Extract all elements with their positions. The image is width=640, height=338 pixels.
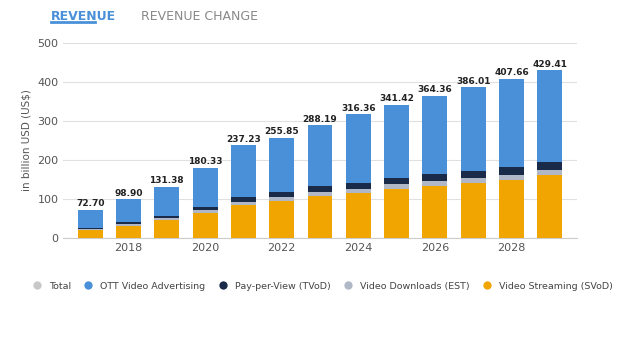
Bar (461, 183, 486, 238)
Bar (384, 189, 409, 238)
Bar (78, 230, 102, 238)
Bar (193, 207, 218, 210)
Text: REVENUE: REVENUE (51, 10, 116, 23)
Bar (78, 227, 102, 229)
Bar (78, 229, 102, 230)
Text: 98.90: 98.90 (115, 189, 143, 198)
Bar (461, 171, 486, 178)
Bar (422, 181, 447, 186)
Text: 255.85: 255.85 (264, 127, 299, 137)
Bar (346, 193, 371, 238)
Y-axis label: in billion USD (US$): in billion USD (US$) (22, 89, 32, 191)
Text: 180.33: 180.33 (188, 157, 222, 166)
Bar (461, 87, 486, 171)
Bar (116, 224, 141, 226)
Bar (538, 175, 562, 238)
Bar (499, 180, 524, 238)
Text: 237.23: 237.23 (226, 135, 260, 144)
Bar (78, 210, 102, 227)
Bar (499, 79, 524, 167)
Text: 386.01: 386.01 (456, 77, 490, 86)
Bar (269, 201, 294, 238)
Bar (384, 178, 409, 185)
Bar (116, 226, 141, 238)
Bar (538, 70, 562, 162)
Bar (231, 202, 256, 205)
Bar (346, 183, 371, 189)
Text: REVENUE CHANGE: REVENUE CHANGE (141, 10, 258, 23)
Bar (499, 175, 524, 180)
Bar (193, 213, 218, 238)
Bar (116, 222, 141, 224)
Bar (308, 125, 332, 187)
Bar (384, 104, 409, 178)
Bar (422, 186, 447, 238)
Text: 407.66: 407.66 (494, 68, 529, 77)
Bar (308, 187, 332, 192)
Bar (422, 96, 447, 174)
Text: 364.36: 364.36 (417, 85, 452, 94)
Bar (308, 196, 332, 238)
Bar (538, 162, 562, 170)
Bar (154, 220, 179, 238)
Bar (154, 216, 179, 218)
Bar (346, 189, 371, 193)
Bar (116, 199, 141, 222)
Bar (269, 192, 294, 197)
Text: 72.70: 72.70 (76, 199, 104, 208)
Bar (231, 145, 256, 197)
Text: 341.42: 341.42 (379, 94, 414, 103)
Bar (154, 218, 179, 220)
Bar (461, 178, 486, 183)
Bar (269, 138, 294, 192)
Bar (193, 210, 218, 213)
Bar (538, 170, 562, 175)
Text: 131.38: 131.38 (150, 176, 184, 185)
Bar (346, 114, 371, 183)
Text: 429.41: 429.41 (532, 60, 567, 69)
Bar (231, 205, 256, 238)
Bar (231, 197, 256, 202)
Legend: Total, OTT Video Advertising, Pay-per-View (TVoD), Video Downloads (EST), Video : Total, OTT Video Advertising, Pay-per-Vi… (24, 278, 616, 294)
Bar (499, 167, 524, 175)
Bar (269, 197, 294, 201)
Text: 316.36: 316.36 (341, 104, 376, 113)
Bar (422, 174, 447, 181)
Bar (308, 192, 332, 196)
Bar (193, 168, 218, 207)
Bar (154, 187, 179, 216)
Text: 288.19: 288.19 (303, 115, 337, 124)
Bar (384, 185, 409, 189)
